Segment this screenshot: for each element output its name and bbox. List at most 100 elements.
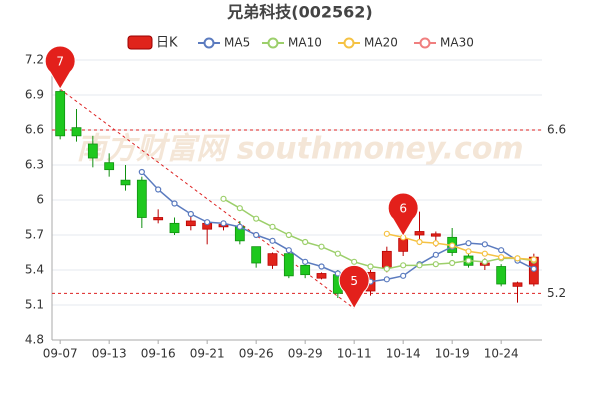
pin-marker xyxy=(387,192,419,238)
candle-body xyxy=(71,127,82,137)
y-tick-label: 7.2 xyxy=(25,53,44,67)
ma-point xyxy=(302,238,309,246)
ma-point xyxy=(171,200,178,207)
ma-point xyxy=(351,258,358,265)
legend-swatch xyxy=(343,37,355,49)
candle-body xyxy=(55,91,66,137)
x-tick-label: 09-07 xyxy=(43,347,78,361)
pin-label: 7 xyxy=(56,55,64,69)
candle-body xyxy=(87,143,98,159)
ma-point xyxy=(416,238,423,246)
ma-point xyxy=(236,223,243,230)
ma-point xyxy=(269,223,276,230)
ma-point xyxy=(416,262,423,269)
y-tick-label: 5.1 xyxy=(25,298,44,312)
ma-point xyxy=(302,258,309,265)
pin-label: 5 xyxy=(350,274,358,288)
ma-point xyxy=(465,240,472,247)
y-tick-label: 6 xyxy=(36,193,44,207)
legend-swatch xyxy=(203,37,215,49)
ma-line xyxy=(386,233,534,261)
ma-point xyxy=(220,220,227,227)
x-tick-label: 09-21 xyxy=(190,347,225,361)
x-tick-label: 10-19 xyxy=(435,347,470,361)
ma-point xyxy=(400,262,407,269)
legend-swatch xyxy=(127,35,153,50)
pin-marker xyxy=(44,45,76,91)
ma-point xyxy=(530,256,537,263)
ma-point xyxy=(481,250,488,257)
legend-label: MA10 xyxy=(288,36,322,50)
ma-point xyxy=(383,276,390,283)
y-tick-label: 6.9 xyxy=(25,88,44,102)
reference-label: 6.6 xyxy=(547,123,566,137)
ma-point xyxy=(400,272,407,279)
ma-point xyxy=(498,247,505,254)
ma-point xyxy=(481,241,488,248)
candle-body xyxy=(300,264,311,276)
candle-body xyxy=(512,282,523,287)
legend-label: MA5 xyxy=(224,36,250,50)
ma-point xyxy=(465,248,472,255)
ma-point xyxy=(253,231,260,239)
ma-point xyxy=(514,255,521,262)
ma-point xyxy=(187,210,194,218)
ma-point xyxy=(318,243,325,250)
ma-point xyxy=(449,242,456,249)
ma-line xyxy=(141,171,535,283)
candle-body xyxy=(316,273,327,279)
ma-point xyxy=(481,258,488,265)
candle-body xyxy=(169,222,180,234)
ma-point xyxy=(465,257,472,264)
ma-point xyxy=(236,205,243,212)
legend-swatch xyxy=(267,37,279,49)
x-tick-label: 09-16 xyxy=(141,347,176,361)
x-tick-label: 10-24 xyxy=(484,347,519,361)
pin-marker xyxy=(338,264,370,310)
candle-body xyxy=(496,266,507,285)
candle-body xyxy=(414,231,425,236)
y-tick-label: 5.4 xyxy=(25,263,44,277)
watermark: 南方财富网 southmoney.com xyxy=(76,132,523,167)
ma-point xyxy=(367,263,374,270)
y-tick-label: 6.6 xyxy=(25,123,44,137)
candle-body xyxy=(120,179,131,186)
x-tick-label: 09-26 xyxy=(239,347,274,361)
ma-point xyxy=(383,265,390,272)
legend-swatch xyxy=(419,37,431,49)
x-tick-label: 10-14 xyxy=(386,347,421,361)
ma-point xyxy=(220,195,227,202)
x-tick-label: 09-13 xyxy=(92,347,127,361)
ma-point xyxy=(155,186,162,193)
reference-label: 5.2 xyxy=(547,286,566,300)
ma-point xyxy=(269,237,276,244)
y-tick-label: 4.8 xyxy=(25,333,44,347)
ma-point xyxy=(285,231,292,239)
legend-label: MA20 xyxy=(364,36,398,50)
candle-body xyxy=(136,179,147,218)
x-tick-label: 10-11 xyxy=(337,347,372,361)
ma-point xyxy=(432,251,439,258)
candle-body xyxy=(283,253,294,277)
candle-body xyxy=(430,233,441,237)
ma-point xyxy=(432,261,439,268)
ma-point xyxy=(138,168,145,176)
chart-title: 兄弟科技(002562) xyxy=(226,3,372,22)
legend-label: MA30 xyxy=(440,36,474,50)
ma-point xyxy=(498,254,505,261)
candle-body xyxy=(267,253,278,266)
x-tick-label: 09-29 xyxy=(288,347,323,361)
ma-point xyxy=(285,247,292,254)
candle-body xyxy=(185,220,196,227)
candle-body xyxy=(153,217,164,221)
ma-point xyxy=(253,215,260,222)
pin-label: 6 xyxy=(399,202,407,216)
ma-point xyxy=(204,219,211,226)
ma-point xyxy=(530,265,537,272)
candle-body xyxy=(251,246,262,264)
candle-body xyxy=(104,162,115,171)
y-tick-label: 6.3 xyxy=(25,158,44,172)
ma-point xyxy=(383,230,390,237)
y-tick-label: 5.7 xyxy=(25,228,44,242)
